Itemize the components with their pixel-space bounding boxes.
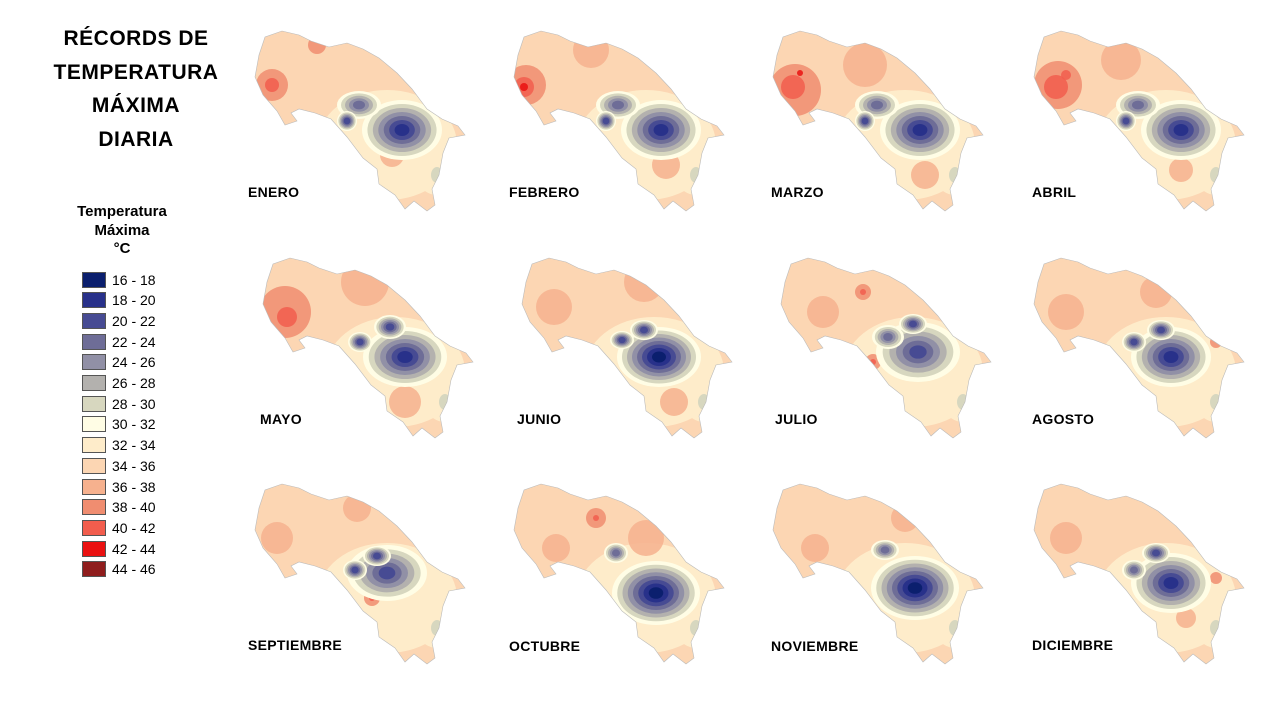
legend-item: 38 - 40 bbox=[82, 498, 156, 517]
legend-item: 40 - 42 bbox=[82, 518, 156, 537]
legend-item: 24 - 26 bbox=[82, 353, 156, 372]
month-label: NOVIEMBRE bbox=[771, 638, 859, 654]
legend-swatch bbox=[82, 312, 106, 329]
legend-swatch bbox=[82, 457, 106, 474]
month-map bbox=[237, 478, 487, 693]
legend-label: 36 - 38 bbox=[112, 478, 156, 495]
legend-swatch bbox=[82, 478, 106, 495]
legend-label: 28 - 30 bbox=[112, 395, 156, 412]
month-map bbox=[755, 25, 1005, 240]
country-map bbox=[254, 30, 466, 212]
legend-label: 42 - 44 bbox=[112, 540, 156, 557]
legend-label: 40 - 42 bbox=[112, 519, 156, 536]
legend-label: 18 - 20 bbox=[112, 292, 156, 309]
month-map bbox=[1016, 25, 1266, 240]
title-line: DIARIA bbox=[98, 127, 174, 151]
legend-label: 38 - 40 bbox=[112, 499, 156, 516]
month-label: ENERO bbox=[248, 184, 300, 200]
title-line: MÁXIMA bbox=[91, 94, 181, 117]
legend-label: 22 - 24 bbox=[112, 333, 156, 350]
month-label: JULIO bbox=[775, 411, 818, 427]
month-label: JUNIO bbox=[517, 411, 562, 427]
legend-label: 32 - 34 bbox=[112, 437, 156, 454]
legend-swatch bbox=[82, 499, 106, 516]
legend-swatch bbox=[82, 416, 106, 433]
month-label: MARZO bbox=[771, 184, 824, 200]
country-map bbox=[1033, 257, 1245, 439]
legend-swatch bbox=[82, 292, 106, 309]
legend-item: 26 - 28 bbox=[82, 374, 156, 393]
legend-item: 28 - 30 bbox=[82, 394, 156, 413]
legend-item: 18 - 20 bbox=[82, 291, 156, 310]
month-map bbox=[504, 252, 754, 467]
month-label: DICIEMBRE bbox=[1032, 637, 1114, 653]
country-map bbox=[262, 257, 474, 439]
month-map bbox=[245, 252, 495, 467]
country-map bbox=[772, 483, 984, 665]
legend-label: 26 - 28 bbox=[112, 375, 156, 391]
month-map bbox=[1016, 252, 1266, 467]
legend-item: 42 - 44 bbox=[82, 539, 156, 558]
month-map bbox=[496, 478, 746, 693]
legend-swatch bbox=[82, 271, 106, 288]
legend-swatch bbox=[82, 519, 106, 536]
legend-label: 16 - 18 bbox=[112, 271, 156, 288]
legend-item: 20 - 22 bbox=[82, 311, 156, 330]
legend-label: 24 - 26 bbox=[112, 354, 156, 371]
legend-swatch bbox=[82, 395, 106, 412]
country-map bbox=[780, 257, 992, 439]
legend-swatch bbox=[82, 375, 106, 391]
month-map bbox=[755, 478, 1005, 693]
legend-title: Temperatura Máxima °C bbox=[52, 203, 192, 259]
country-map bbox=[513, 483, 725, 665]
country-map bbox=[772, 30, 984, 212]
month-map bbox=[496, 25, 746, 240]
legend-label: 34 - 36 bbox=[112, 457, 156, 474]
month-label: FEBRERO bbox=[509, 184, 580, 200]
title-line: TEMPERATURA bbox=[53, 60, 219, 84]
legend-swatch bbox=[82, 540, 106, 557]
legend-title-line: Máxima bbox=[94, 221, 150, 239]
month-label: MAYO bbox=[260, 411, 302, 427]
legend-item: 44 - 46 bbox=[82, 560, 156, 579]
legend-item: 32 - 34 bbox=[82, 436, 156, 455]
country-map bbox=[1033, 483, 1245, 665]
legend-swatch bbox=[82, 561, 106, 578]
month-label: AGOSTO bbox=[1032, 411, 1095, 427]
country-map bbox=[254, 483, 466, 665]
month-label: OCTUBRE bbox=[509, 638, 581, 654]
legend-title-line: °C bbox=[113, 240, 131, 257]
legend-swatch bbox=[82, 333, 106, 350]
legend-label: 30 - 32 bbox=[112, 416, 156, 433]
legend-label: 20 - 22 bbox=[112, 312, 156, 329]
country-map bbox=[513, 30, 725, 212]
month-label: ABRIL bbox=[1032, 184, 1077, 200]
month-map bbox=[1016, 478, 1266, 693]
month-map bbox=[763, 252, 1013, 467]
title-line: RÉCORDS DE bbox=[63, 27, 209, 50]
legend-title-line: Temperatura bbox=[77, 203, 167, 220]
country-map bbox=[1033, 30, 1245, 212]
legend-swatch bbox=[82, 354, 106, 371]
legend-item: 34 - 36 bbox=[82, 456, 156, 475]
legend-item: 36 - 38 bbox=[82, 477, 156, 496]
legend-item: 16 - 18 bbox=[82, 270, 156, 289]
month-label: SEPTIEMBRE bbox=[248, 637, 343, 653]
legend-item: 30 - 32 bbox=[82, 415, 156, 434]
legend-swatch bbox=[82, 437, 106, 454]
country-map bbox=[521, 257, 733, 439]
month-map bbox=[237, 25, 487, 240]
map-title: RÉCORDS DE TEMPERATURA MÁXIMA DIARIA bbox=[20, 22, 252, 156]
legend-item: 22 - 24 bbox=[82, 332, 156, 351]
legend-label: 44 - 46 bbox=[112, 561, 156, 578]
